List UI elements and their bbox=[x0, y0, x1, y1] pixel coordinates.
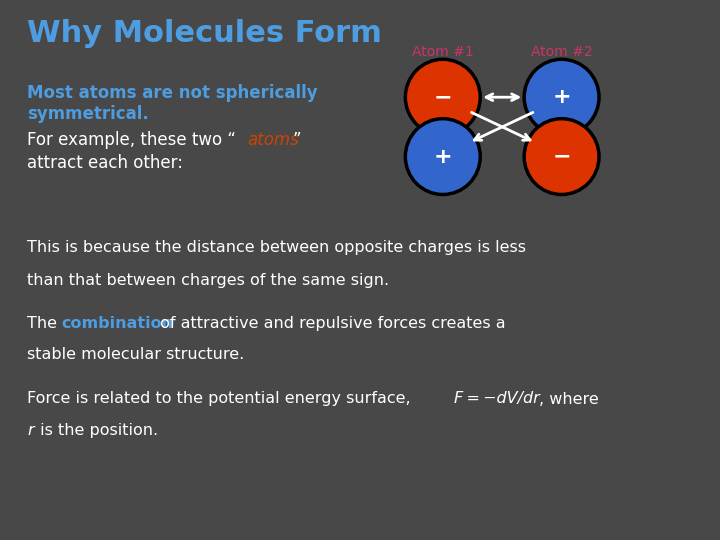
Text: +: + bbox=[552, 87, 571, 107]
Text: This is because the distance between opposite charges is less: This is because the distance between opp… bbox=[27, 240, 526, 255]
Text: than that between charges of the same sign.: than that between charges of the same si… bbox=[27, 273, 390, 288]
Text: is the position.: is the position. bbox=[35, 423, 158, 438]
Text: −: − bbox=[433, 87, 452, 107]
Text: Most atoms are not spherically: Most atoms are not spherically bbox=[27, 84, 318, 102]
Text: −: − bbox=[552, 146, 571, 167]
Text: F = −dV/dr: F = −dV/dr bbox=[454, 392, 540, 407]
Text: , where: , where bbox=[539, 392, 599, 407]
Ellipse shape bbox=[405, 59, 480, 135]
Text: stable molecular structure.: stable molecular structure. bbox=[27, 347, 245, 362]
Ellipse shape bbox=[405, 119, 480, 194]
Text: attract each other:: attract each other: bbox=[27, 154, 184, 172]
Text: r: r bbox=[27, 423, 34, 438]
Text: ”: ” bbox=[292, 131, 301, 149]
Text: Force is related to the potential energy surface,: Force is related to the potential energy… bbox=[27, 392, 414, 407]
Ellipse shape bbox=[524, 59, 599, 135]
Text: Why Molecules Form: Why Molecules Form bbox=[27, 19, 382, 48]
Text: symmetrical.: symmetrical. bbox=[27, 105, 149, 123]
Ellipse shape bbox=[524, 119, 599, 194]
Text: The: The bbox=[27, 316, 63, 331]
Text: For example, these two “: For example, these two “ bbox=[27, 131, 236, 149]
Text: +: + bbox=[433, 146, 452, 167]
Text: Atom #1: Atom #1 bbox=[412, 45, 474, 59]
Text: combination: combination bbox=[61, 316, 174, 331]
Text: Atom #2: Atom #2 bbox=[531, 45, 593, 59]
Text: of attractive and repulsive forces creates a: of attractive and repulsive forces creat… bbox=[156, 316, 506, 331]
Text: atoms: atoms bbox=[247, 131, 299, 149]
